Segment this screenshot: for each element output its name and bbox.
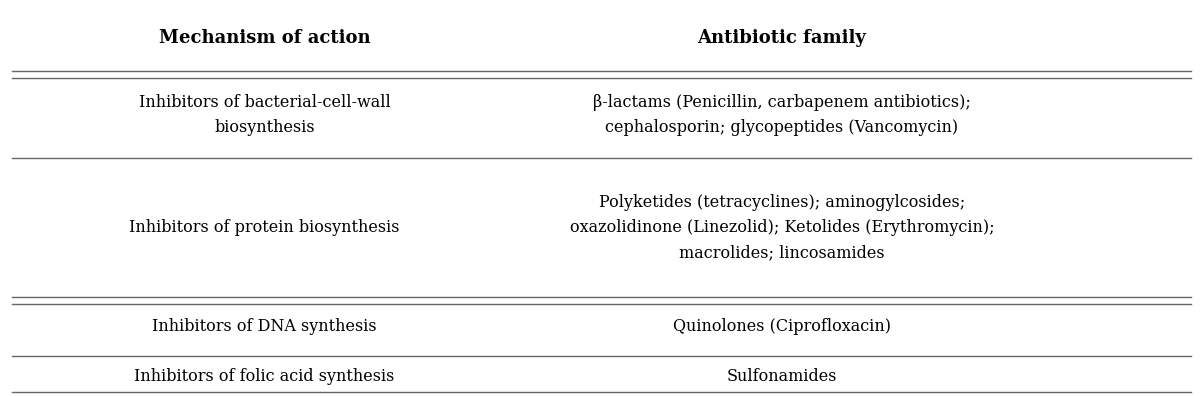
Text: Inhibitors of bacterial-cell-wall
biosynthesis: Inhibitors of bacterial-cell-wall biosyn…: [138, 94, 391, 136]
Text: Inhibitors of DNA synthesis: Inhibitors of DNA synthesis: [153, 318, 377, 335]
Text: Quinolones (Ciprofloxacin): Quinolones (Ciprofloxacin): [672, 318, 891, 335]
Text: Sulfonamides: Sulfonamides: [727, 368, 837, 385]
Text: Inhibitors of folic acid synthesis: Inhibitors of folic acid synthesis: [135, 368, 395, 385]
Text: β-lactams (Penicillin, carbapenem antibiotics);
cephalosporin; glycopeptides (Va: β-lactams (Penicillin, carbapenem antibi…: [593, 94, 971, 136]
Text: Inhibitors of protein biosynthesis: Inhibitors of protein biosynthesis: [130, 219, 399, 236]
Text: Polyketides (tetracyclines); aminogylcosides;
oxazolidinone (Linezolid); Ketolid: Polyketides (tetracyclines); aminogylcos…: [570, 194, 994, 261]
Text: Antibiotic family: Antibiotic family: [698, 29, 866, 47]
Text: Mechanism of action: Mechanism of action: [159, 29, 371, 47]
